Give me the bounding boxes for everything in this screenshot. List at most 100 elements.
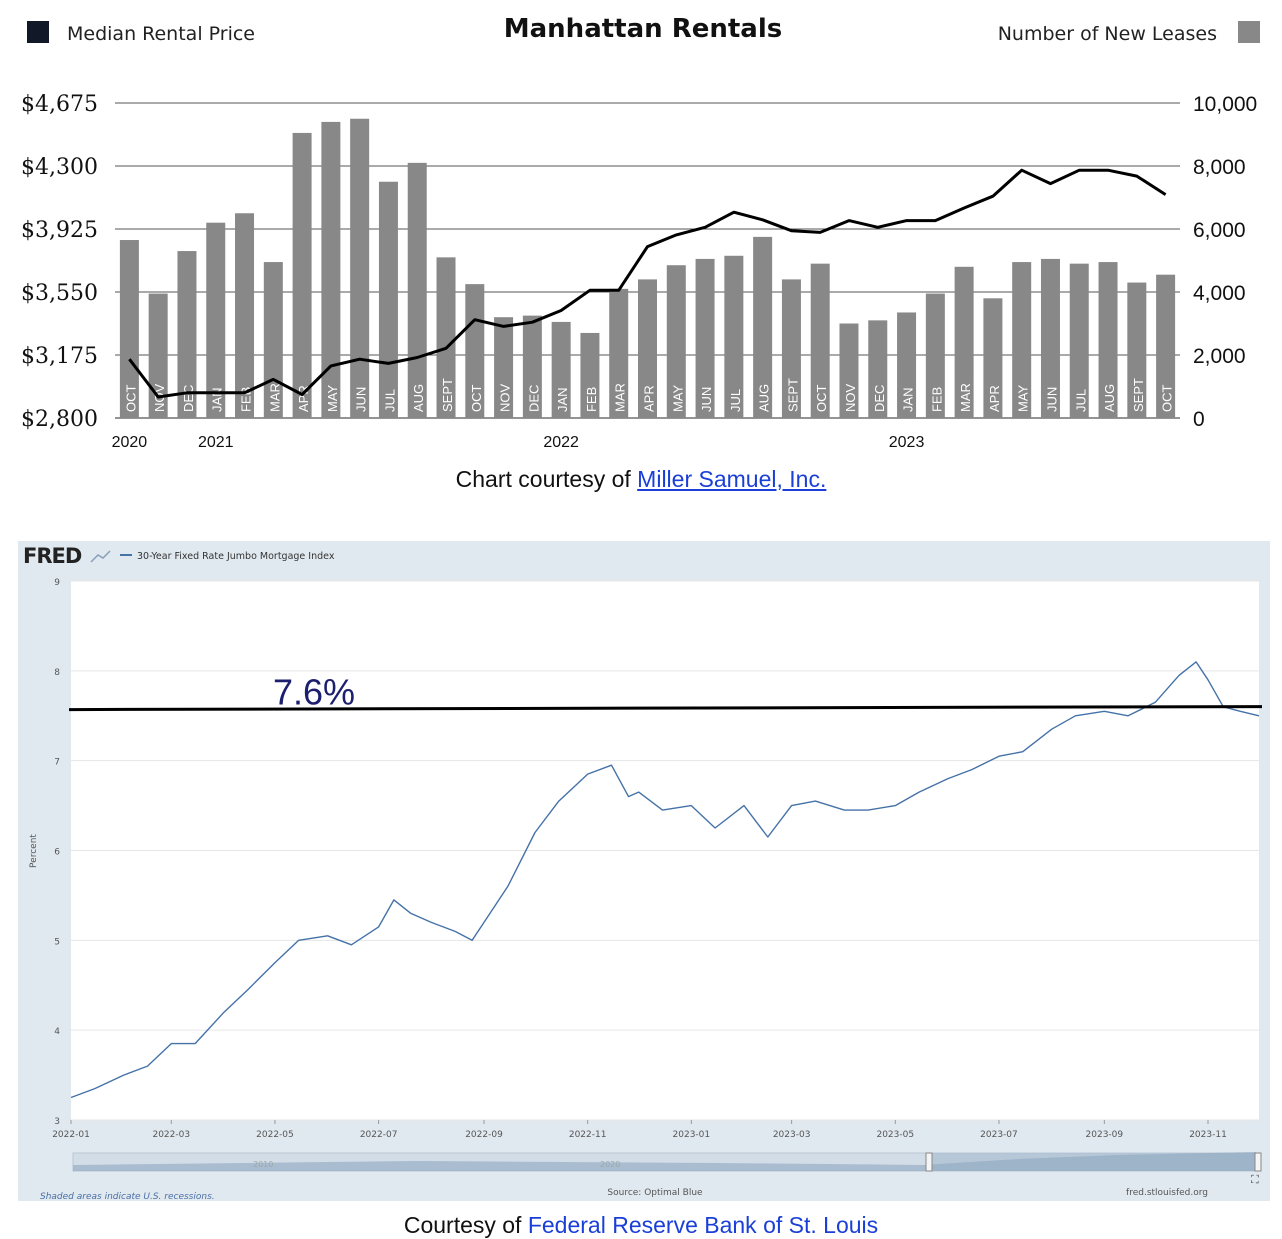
month-label: JUL: [728, 389, 743, 412]
month-label: APR: [642, 385, 657, 412]
lease-bar: [666, 265, 686, 418]
x-tick-label: 2023-03: [773, 1130, 811, 1140]
month-label: DEC: [181, 385, 196, 412]
month-label: MAY: [1016, 384, 1031, 412]
lease-bar: [695, 258, 715, 418]
month-label: FEB: [584, 387, 599, 412]
left-axis-tick-label: $2,800: [21, 407, 98, 432]
y-tick-label: 8: [54, 668, 60, 678]
lease-bar: [1069, 263, 1089, 418]
lease-bar: [522, 315, 542, 418]
range-selector-sparkline: [73, 1152, 1256, 1171]
month-label: APR: [987, 385, 1002, 412]
lease-bar: [954, 266, 974, 418]
lease-bar: [321, 121, 341, 419]
caption-prefix: Chart courtesy of: [455, 466, 638, 492]
lease-bar: [148, 293, 168, 418]
median-price-line: [128, 168, 1167, 399]
month-label: JUL: [1073, 389, 1088, 412]
chart2-caption: Courtesy of Federal Reserve Bank of St. …: [0, 1212, 1282, 1239]
x-tick-label: 2023-11: [1189, 1130, 1227, 1140]
x-tick-label: 2023-07: [980, 1130, 1018, 1140]
right-axis-tick-label: 0: [1193, 408, 1205, 431]
caption-prefix: Courtesy of: [403, 1212, 528, 1238]
month-label: JAN: [901, 387, 916, 412]
lease-bar: [551, 321, 571, 418]
month-label: JUN: [354, 387, 369, 412]
month-label: AUG: [411, 384, 426, 412]
right-axis-tick-label: 4,000: [1193, 282, 1246, 305]
lease-bar: [1040, 258, 1060, 418]
x-tick-label: 2022-05: [256, 1130, 294, 1140]
fullscreen-icon: ⛶: [1251, 1173, 1259, 1186]
y-tick-label: 7: [54, 758, 60, 768]
month-label: SEPT: [1131, 378, 1146, 412]
fred-chart-panel: FRED 30-Year Fixed Rate Jumbo Mortgage I…: [18, 541, 1270, 1201]
month-label: MAY: [325, 384, 340, 412]
lease-bar: [839, 323, 859, 418]
lease-bar: [436, 257, 456, 418]
lease-bar: [638, 279, 657, 418]
month-label: OCT: [1160, 385, 1175, 413]
left-axis-tick-label: $3,175: [21, 344, 98, 369]
right-axis-tick-label: 2,000: [1193, 345, 1246, 368]
y-tick-label: 6: [54, 848, 60, 858]
lease-bar: [1098, 262, 1118, 418]
miller-samuel-link[interactable]: Miller Samuel, Inc.: [637, 466, 827, 492]
month-label: AUG: [757, 384, 772, 412]
legend-label: 30-Year Fixed Rate Jumbo Mortgage Index: [137, 551, 335, 562]
right-axis-tick-label: 8,000: [1193, 156, 1246, 179]
left-axis-tick-label: $4,300: [21, 155, 98, 180]
recession-note: Shaded areas indicate U.S. recessions.: [40, 1192, 215, 1201]
y-tick-label: 9: [54, 578, 60, 588]
lease-bar: [494, 317, 514, 418]
lease-bar: [580, 332, 600, 418]
lease-bar: [868, 320, 888, 418]
legend-swatch-leases: [1238, 21, 1260, 43]
year-label: 2021: [198, 434, 234, 451]
lease-bar: [407, 162, 427, 418]
lease-bar: [177, 251, 197, 418]
fred-graph-icon: [90, 550, 111, 563]
lease-bar: [350, 118, 370, 418]
month-label: JUL: [382, 389, 397, 412]
x-tick-label: 2022-01: [52, 1130, 90, 1140]
month-label: JUN: [1044, 387, 1059, 412]
year-label: 2020: [112, 434, 148, 451]
lease-bar: [609, 288, 629, 418]
lease-bar: [753, 236, 773, 418]
range-handle-left: [925, 1152, 933, 1172]
lease-bar: [983, 298, 1003, 418]
lease-bar: [1156, 274, 1176, 418]
left-axis-tick-label: $3,925: [21, 218, 98, 243]
month-label: MAR: [267, 383, 282, 412]
federal-reserve-link[interactable]: Federal Reserve Bank of St. Louis: [527, 1212, 879, 1238]
lease-bar: [1127, 282, 1147, 418]
y-tick-label: 4: [54, 1027, 60, 1037]
month-label: NOV: [498, 384, 513, 412]
left-axis-tick-label: $4,675: [21, 92, 98, 117]
x-tick-label: 2022-07: [360, 1130, 398, 1140]
month-label: JAN: [555, 387, 570, 412]
month-label: MAR: [613, 383, 628, 412]
year-label: 2023: [889, 434, 925, 451]
legend-label-leases: Number of New Leases: [998, 23, 1217, 45]
lease-bar: [119, 240, 139, 418]
lease-bar: [810, 263, 830, 418]
y-tick-label: 5: [54, 937, 60, 947]
year-label: 2022: [543, 434, 579, 451]
x-tick-label: 2023-09: [1086, 1130, 1124, 1140]
lease-bar: [292, 132, 312, 419]
month-label: SEPT: [785, 378, 800, 412]
month-label: DEC: [872, 385, 887, 412]
jumbo-mortgage-chart: 30-Year Fixed Rate Jumbo Mortgage Index 3…: [29, 550, 1263, 1201]
month-label: OCT: [814, 385, 829, 413]
lease-bar: [206, 222, 226, 418]
site-label: fred.stlouisfed.org: [1126, 1188, 1208, 1198]
month-label: JUN: [699, 387, 714, 412]
month-label: OCT: [123, 385, 138, 413]
lease-bar: [724, 255, 744, 418]
month-label: OCT: [469, 385, 484, 413]
lease-bar: [378, 181, 398, 418]
month-label: SEPT: [440, 378, 455, 412]
